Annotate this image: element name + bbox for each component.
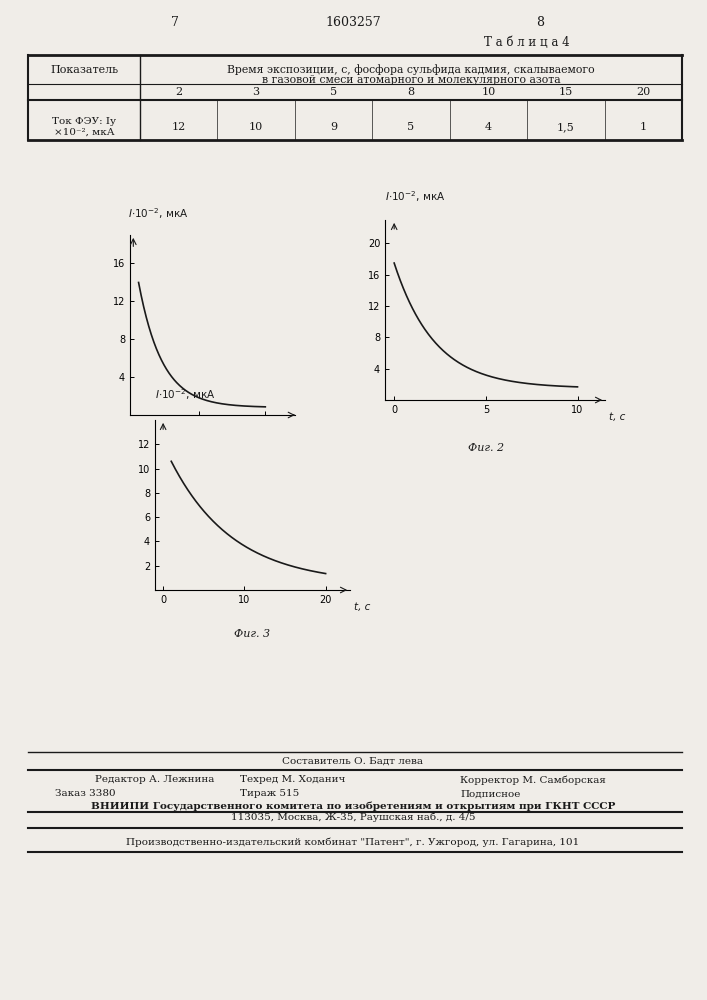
Text: Ток ФЭУ: Iу: Ток ФЭУ: Iу [52,117,116,126]
Text: 8: 8 [407,87,414,97]
Text: t, с: t, с [297,426,313,436]
Text: 113035, Москва, Ж-35, Раушская наб., д. 4/5: 113035, Москва, Ж-35, Раушская наб., д. … [230,812,475,822]
Text: Производственно-издательский комбинат "Патент", г. Ужгород, ул. Гагарина, 101: Производственно-издательский комбинат "П… [127,837,580,847]
Text: 1603257: 1603257 [325,16,381,29]
Text: t, с: t, с [609,412,625,422]
Text: Подписное: Подписное [460,790,520,798]
Text: Корректор М. Самборская: Корректор М. Самборская [460,775,606,785]
Text: в газовой смеси атомарного и молекулярного азота: в газовой смеси атомарного и молекулярно… [262,75,561,85]
Text: Показатель: Показатель [50,65,118,75]
Text: Составитель О. Бадт лева: Составитель О. Бадт лева [283,756,423,766]
Text: $I{\cdot}10^{-2}$, мкА: $I{\cdot}10^{-2}$, мкА [155,387,216,402]
Text: 2: 2 [175,87,182,97]
Text: 1: 1 [640,122,647,132]
Text: 4: 4 [485,122,492,132]
Text: 5: 5 [407,122,414,132]
Text: Время экспозиции, с, фосфора сульфида кадмия, скалываемого: Время экспозиции, с, фосфора сульфида ка… [227,65,595,75]
Text: 15: 15 [559,87,573,97]
Text: $I{\cdot}10^{-2}$, мкА: $I{\cdot}10^{-2}$, мкА [128,206,188,221]
Text: Т а б л и ц а 4: Т а б л и ц а 4 [484,35,570,48]
Text: Фиг. 2: Фиг. 2 [468,443,504,453]
Text: Фиг. 3: Фиг. 3 [235,629,271,639]
Text: 1,5: 1,5 [557,122,575,132]
Text: 5: 5 [330,87,337,97]
Text: 20: 20 [636,87,650,97]
Text: 12: 12 [172,122,186,132]
Text: 9: 9 [330,122,337,132]
Text: Техред М. Ходанич: Техред М. Ходанич [240,776,346,784]
Text: Редактор А. Лежнина: Редактор А. Лежнина [95,776,214,784]
Text: Фиг. 1: Фиг. 1 [312,439,348,449]
Text: Заказ 3380: Заказ 3380 [55,790,116,798]
Text: ВНИИПИ Государственного комитета по изобретениям и открытиям при ГКНТ СССР: ВНИИПИ Государственного комитета по изоб… [90,801,615,811]
Text: 10: 10 [481,87,496,97]
Text: t, с: t, с [354,602,370,612]
Text: Тираж 515: Тираж 515 [240,790,299,798]
Text: 8: 8 [536,16,544,29]
Text: ×10⁻², мкА: ×10⁻², мкА [54,127,115,136]
Text: 10: 10 [249,122,263,132]
Text: 3: 3 [252,87,259,97]
Text: $I{\cdot}10^{-2}$, мкА: $I{\cdot}10^{-2}$, мкА [385,190,445,204]
Text: 7: 7 [171,16,179,29]
